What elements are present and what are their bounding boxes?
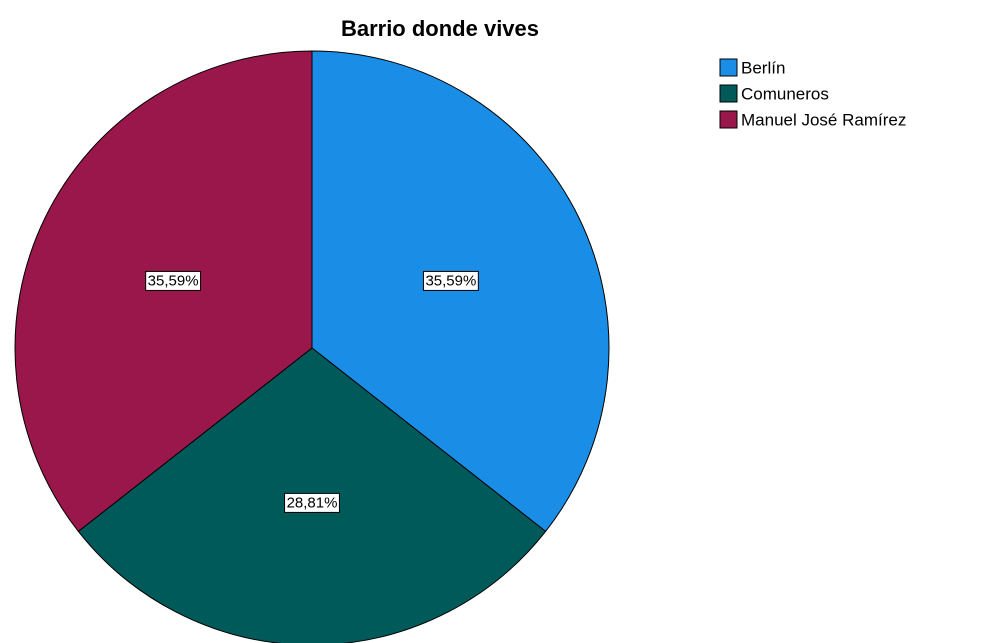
data-label: 28,81% [287, 494, 338, 511]
chart-title: Barrio donde vives [341, 16, 539, 41]
legend-label: Berlín [741, 58, 785, 77]
data-label-box [145, 270, 202, 291]
legend-label: Manuel José Ramírez [741, 110, 906, 129]
data-label-box [422, 270, 479, 291]
legend-label: Comuneros [741, 84, 829, 103]
data-label: 35,59% [148, 272, 199, 289]
data-label-box [284, 492, 340, 513]
legend-swatch [719, 58, 738, 77]
legend-swatch [719, 84, 738, 103]
pie-slice [14, 50, 313, 533]
data-label: 35,59% [425, 272, 476, 289]
pie-slice [311, 50, 610, 533]
legend-swatch [719, 110, 738, 129]
